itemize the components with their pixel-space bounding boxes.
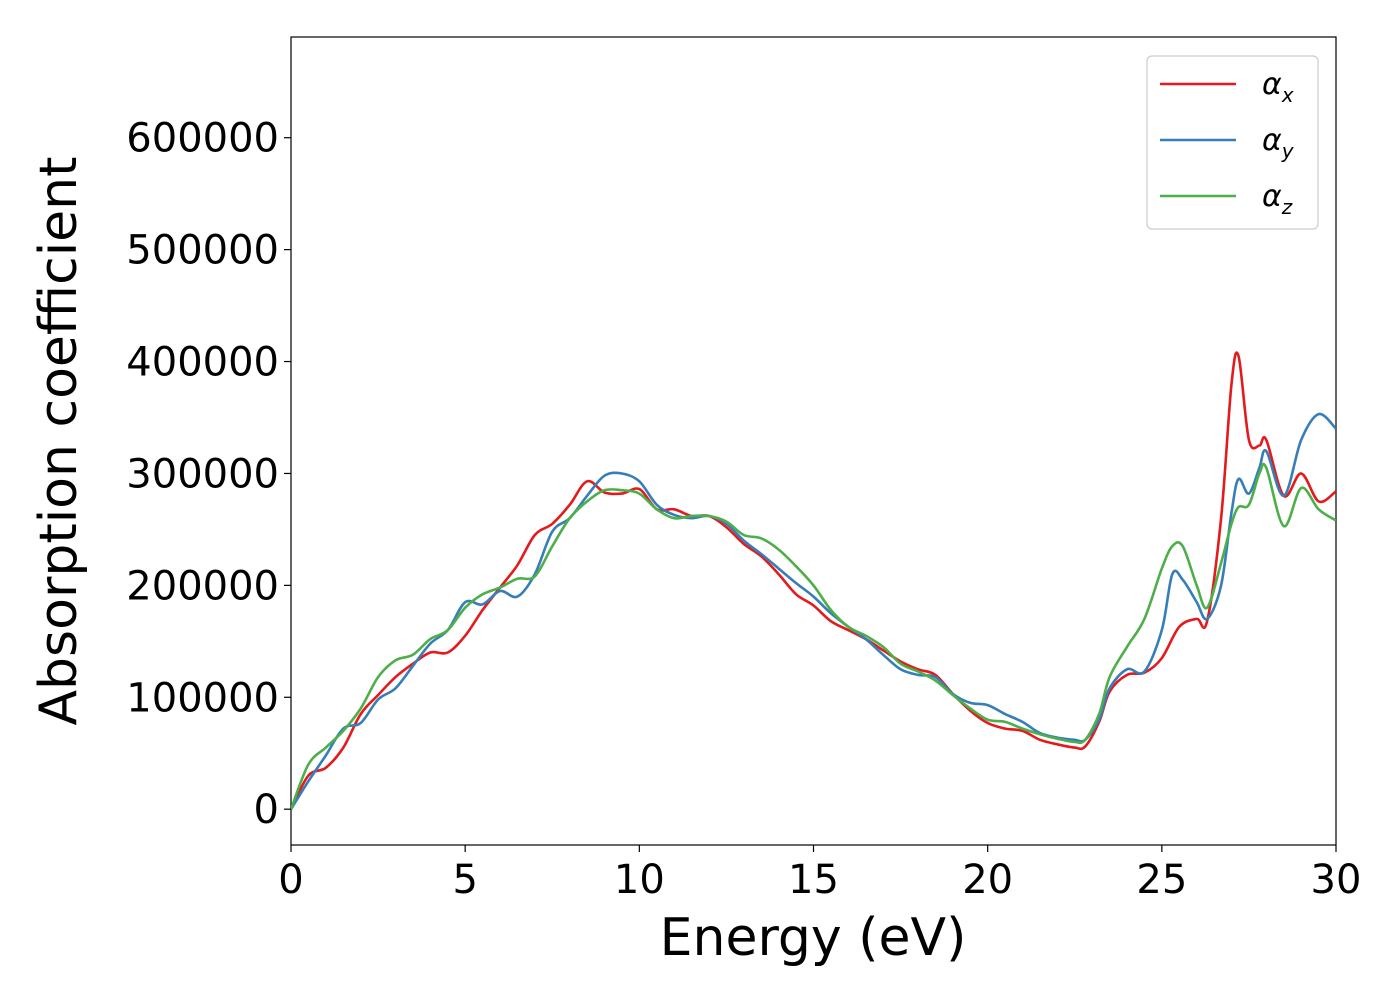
y-tick-label: 0 [254,787,279,833]
series-lines [291,351,1336,810]
y-tick-label: 100000 [126,675,279,721]
y-tick-label: 500000 [126,228,279,274]
x-tick-label: 10 [614,857,665,903]
x-axis-label: Energy (eV) [660,908,967,968]
y-axis-label: Absorption coefficient [29,156,89,725]
legend-box [1146,55,1319,230]
legend-label-subscript: z [1281,195,1293,219]
legend-label-x: αx [1262,67,1294,107]
y-axis: 0 100000 200000 300000 400000 500000 600000 [126,116,291,833]
series-line-y [291,412,1336,810]
legend-label-subscript: x [1281,83,1294,107]
y-tick-label: 600000 [126,116,279,162]
y-tick-label: 200000 [126,563,279,609]
legend-label-symbol: α [1262,179,1282,214]
x-axis: 0 5 10 15 20 25 30 [278,845,1361,903]
legend-label-symbol: α [1262,123,1282,158]
x-tick-label: 5 [452,857,477,903]
x-tick-label: 30 [1311,857,1362,903]
x-tick-label: 25 [1136,857,1187,903]
legend-label-z: αz [1262,179,1293,219]
y-tick-label: 400000 [126,340,279,386]
series-line-x [291,351,1336,810]
legend-label-subscript: y [1281,139,1295,163]
x-tick-label: 15 [788,857,839,903]
y-tick-label: 300000 [126,451,279,497]
legend-label-y: αy [1262,123,1295,163]
legend-label-symbol: α [1262,67,1282,102]
x-tick-label: 20 [962,857,1013,903]
x-tick-label: 0 [278,857,303,903]
series-line-z [291,462,1336,810]
